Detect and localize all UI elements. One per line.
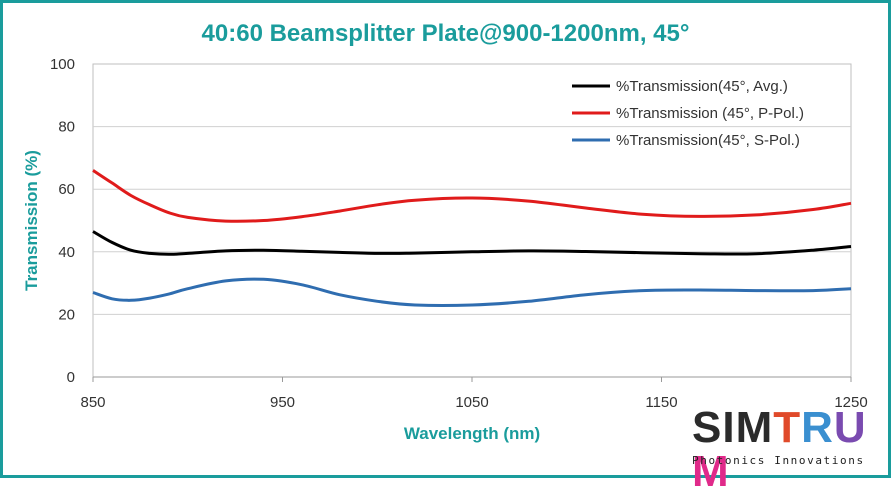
- x-tick-label: 950: [270, 394, 295, 411]
- logo-wordmark: SIMTRUM: [692, 403, 884, 494]
- chart-frame: [0, 0, 891, 478]
- x-tick-label: 1150: [645, 394, 677, 411]
- legend-label: %Transmission(45°, Avg.): [616, 78, 788, 95]
- y-tick-label: 100: [50, 56, 75, 73]
- legend-label: %Transmission (45°, P-Pol.): [616, 105, 804, 122]
- y-tick-label: 80: [58, 119, 75, 136]
- series-line-1: [92, 230, 852, 256]
- logo-letter: M: [735, 403, 774, 452]
- logo-tagline: Photonics Innovations: [692, 454, 865, 467]
- chart-title: 40:60 Beamsplitter Plate@900-1200nm, 45°: [201, 20, 690, 47]
- legend-label: %Transmission(45°, S-Pol.): [616, 132, 800, 149]
- chart-svg: 0 20 40 60 80 100 850 950 1050 1150 1250 Wavelength…: [22, 56, 868, 443]
- logo-letter: U: [833, 403, 867, 452]
- logo-letter: R: [801, 403, 834, 452]
- series-line-2: [92, 169, 852, 223]
- x-tick-label: 1250: [834, 394, 867, 411]
- logo-letter: S: [692, 403, 723, 452]
- y-tick-label: 20: [58, 306, 75, 323]
- y-tick-label: 0: [67, 369, 75, 386]
- series-line-3: [92, 277, 852, 307]
- y-tick-label: 60: [58, 181, 75, 198]
- y-tick-label: 40: [58, 244, 75, 261]
- x-tick-label: 1050: [455, 394, 488, 411]
- x-axis-title: Wavelength (nm): [404, 424, 540, 443]
- logo-letter: I: [722, 403, 736, 452]
- logo-letter: T: [773, 403, 802, 452]
- y-axis-title: Transmission (%): [22, 150, 41, 291]
- simtrum-logo: SIMTRUM Photonics Innovations: [692, 403, 884, 494]
- x-tick-label: 850: [80, 394, 105, 411]
